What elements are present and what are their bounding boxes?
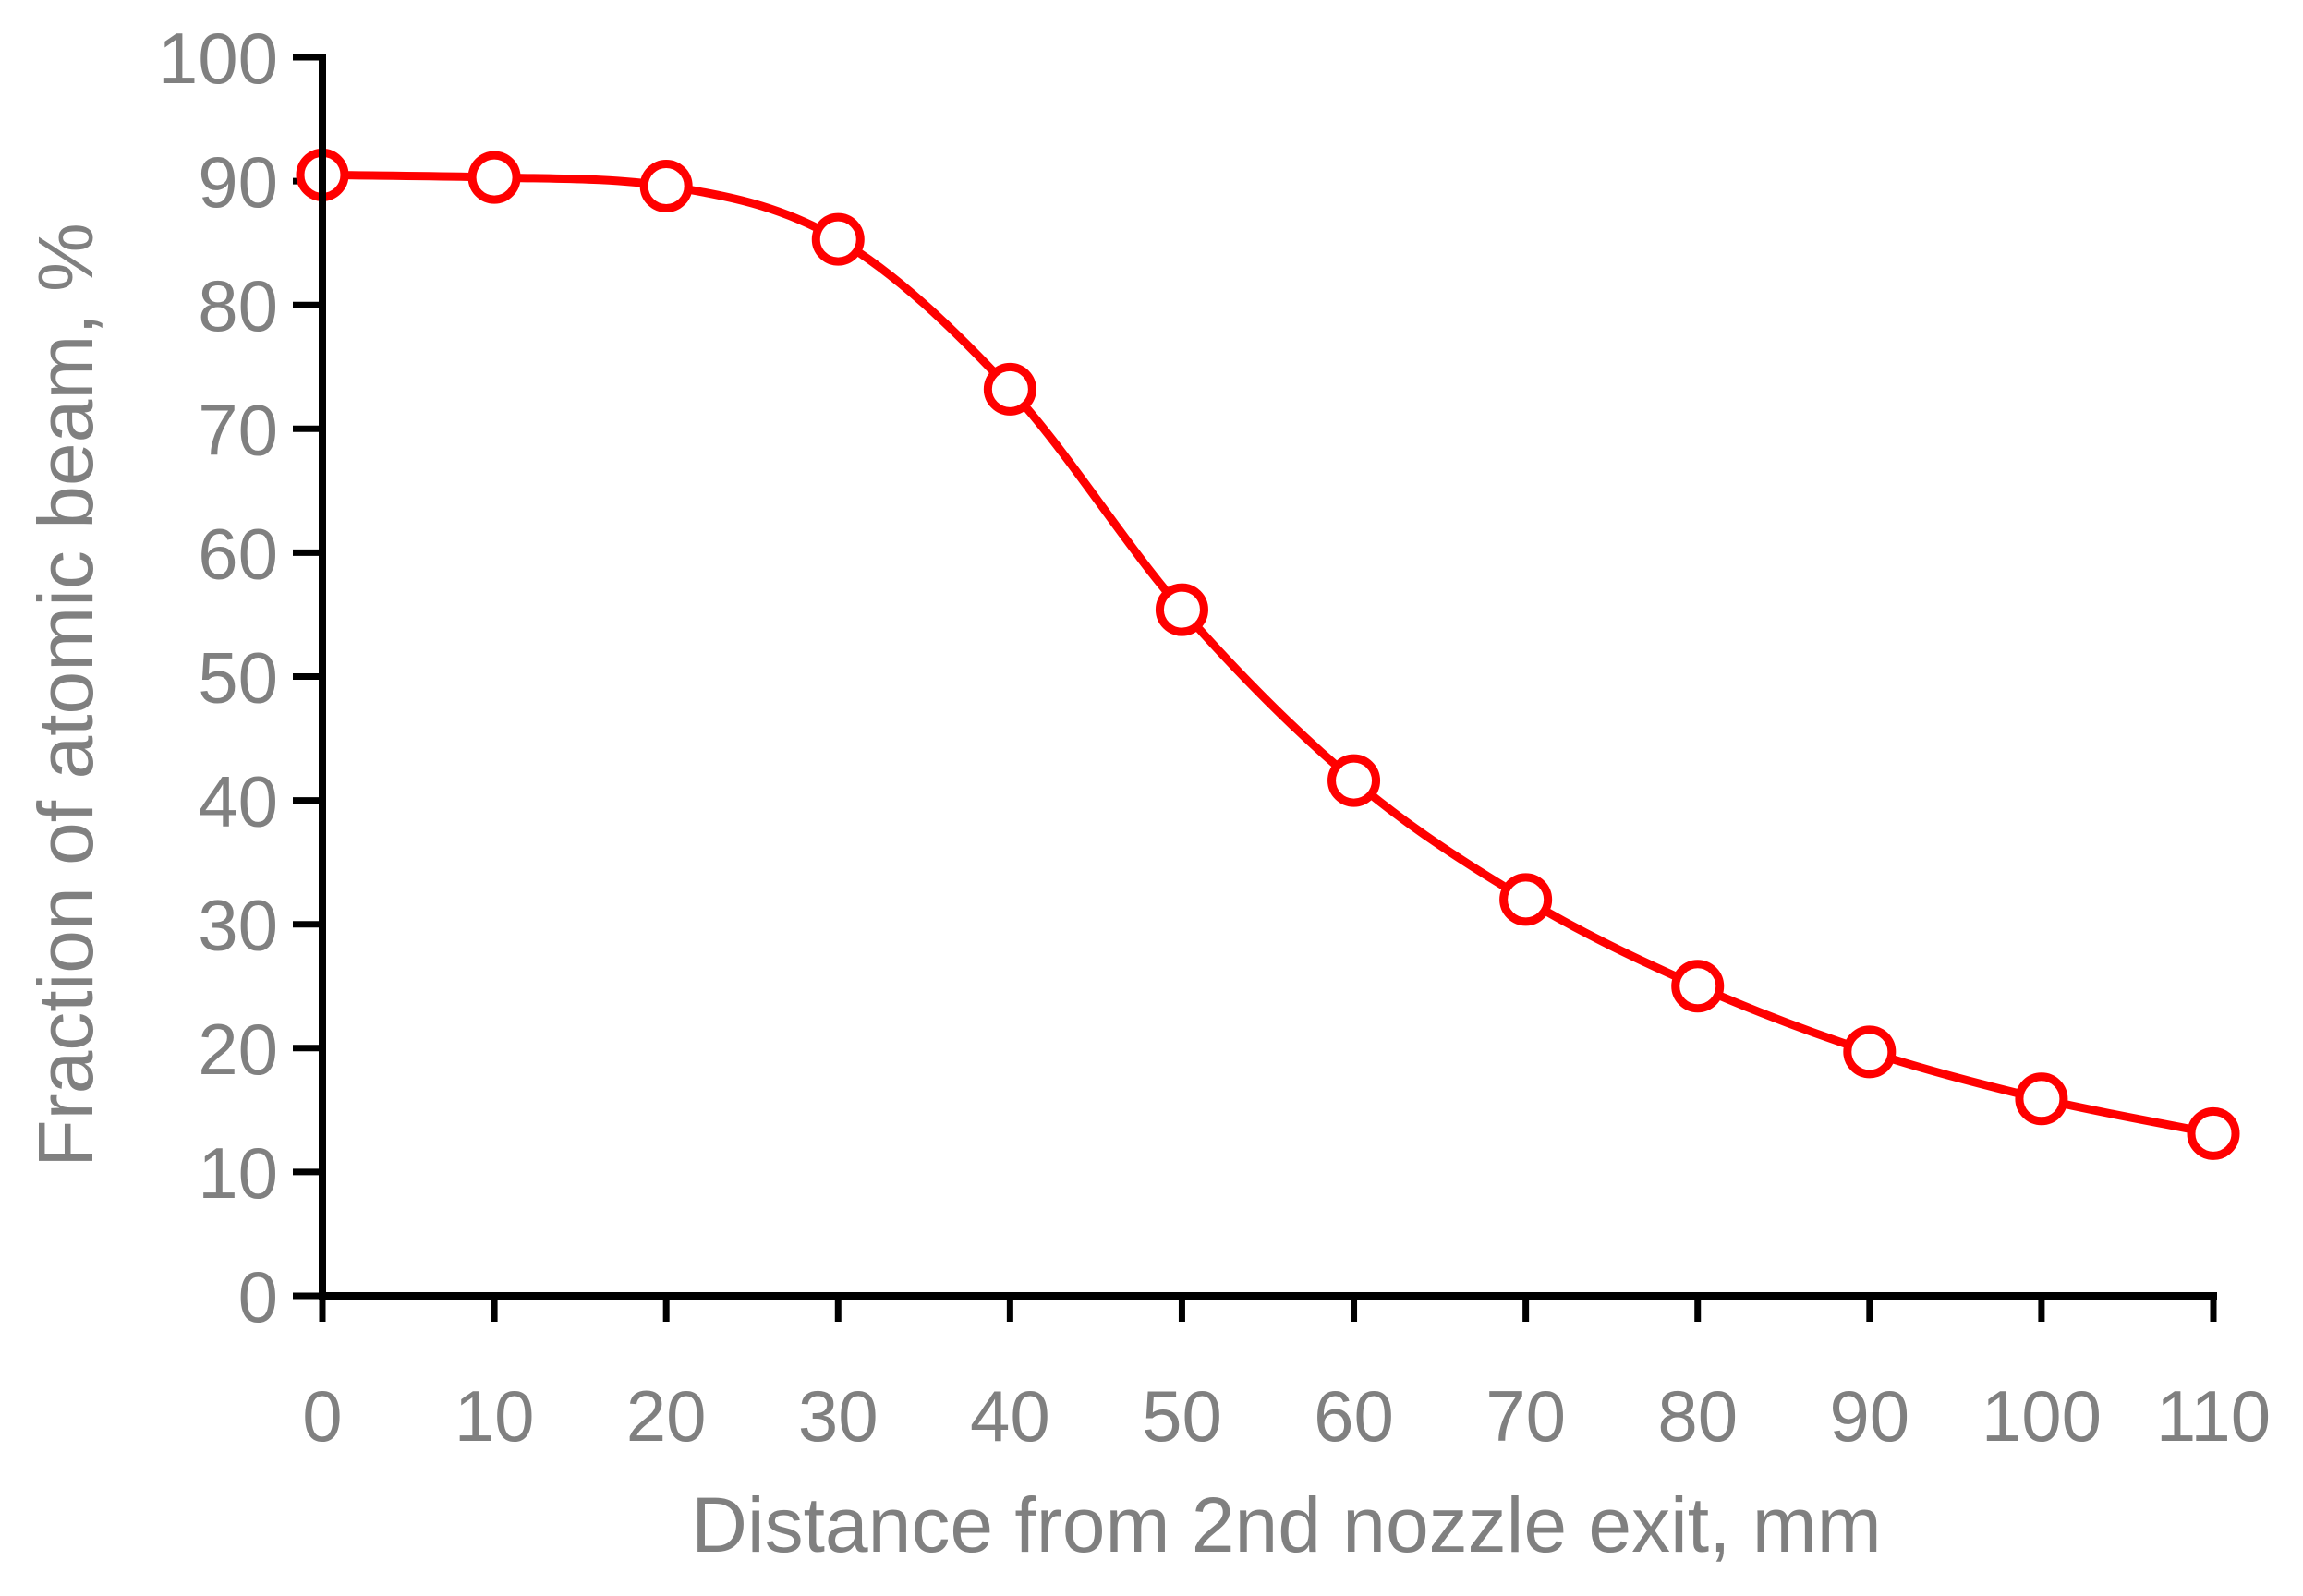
y-tick-label: 50 (198, 637, 278, 719)
data-point-marker (639, 159, 693, 212)
x-tick-label: 40 (970, 1375, 1050, 1457)
y-tick-label: 20 (198, 1009, 278, 1090)
y-tick-label: 40 (198, 761, 278, 842)
x-tick-label: 0 (302, 1375, 342, 1457)
x-tick-label: 10 (455, 1375, 535, 1457)
x-tick-label: 70 (1485, 1375, 1566, 1457)
data-point-marker (1499, 873, 1553, 926)
x-tick-label: 80 (1657, 1375, 1738, 1457)
data-point-marker (1671, 960, 1725, 1013)
x-tick-label: 90 (1829, 1375, 1909, 1457)
data-point-marker (811, 212, 865, 266)
data-point-marker (467, 151, 521, 204)
y-tick-label: 100 (158, 18, 278, 99)
data-point-marker (983, 362, 1036, 416)
data-point-marker (1327, 754, 1381, 807)
y-tick-label: 80 (198, 265, 278, 346)
y-tick-label: 70 (198, 389, 278, 470)
x-tick-label: 50 (1142, 1375, 1222, 1457)
x-tick-label: 60 (1314, 1375, 1394, 1457)
series-line (318, 170, 2218, 1138)
data-point-marker (1155, 583, 1208, 636)
y-axis-ticks: 0 10 20 30 40 50 60 70 80 90 100 (158, 18, 322, 1337)
data-point-marker (2187, 1106, 2240, 1160)
x-axis-title: Distance from 2nd nozzle exit, mm (691, 1481, 1881, 1568)
x-axis-ticks: 0 10 20 30 40 50 60 70 80 90 100 110 (302, 1296, 2271, 1457)
y-tick-label: 30 (198, 885, 278, 966)
data-point-marker (1843, 1025, 1897, 1079)
x-tick-label: 20 (626, 1375, 707, 1457)
series-layer (296, 148, 2240, 1160)
x-tick-label: 100 (1982, 1375, 2102, 1457)
y-tick-label: 10 (198, 1132, 278, 1214)
y-axis-title: Fraction of atomic beam, % (22, 223, 109, 1167)
y-tick-label: 60 (198, 513, 278, 594)
x-tick-label: 110 (2156, 1375, 2271, 1457)
y-tick-label: 90 (198, 141, 278, 223)
y-tick-label: 0 (238, 1256, 278, 1337)
data-point-marker (2015, 1072, 2068, 1126)
x-tick-label: 30 (798, 1375, 879, 1457)
